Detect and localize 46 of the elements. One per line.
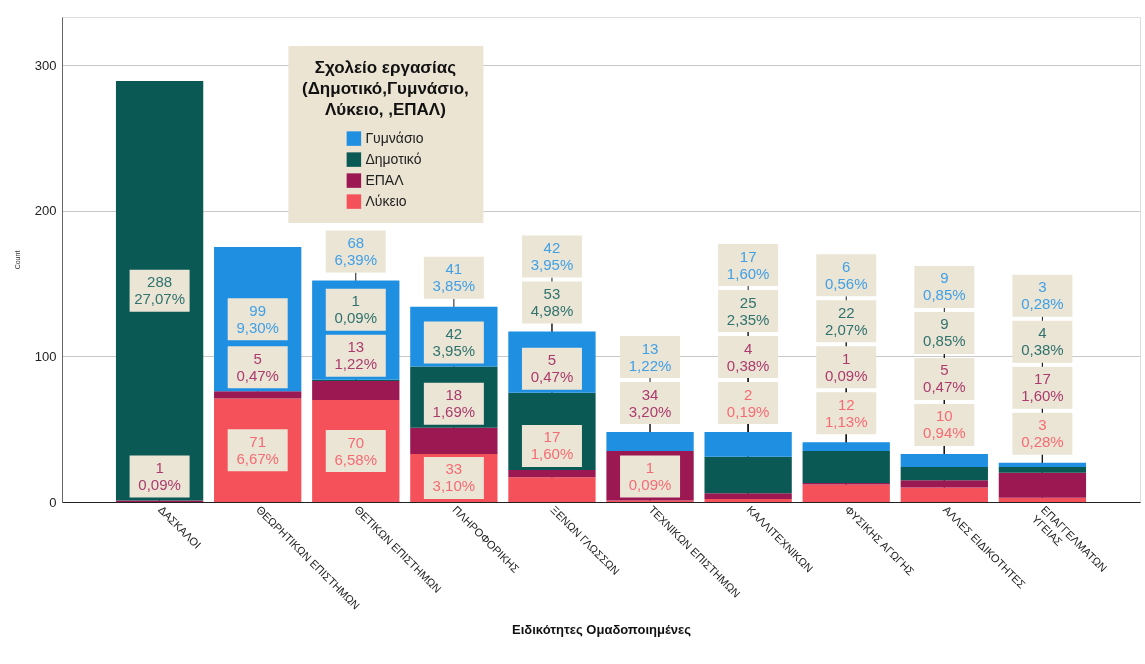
data-label: 13 1,22% (628, 339, 672, 374)
y-tick-label: 300 (34, 57, 57, 73)
data-label: 42 3,95% (530, 239, 574, 274)
data-label: 1 0,09% (824, 349, 868, 384)
y-tick-label: 0 (49, 494, 57, 510)
data-label: 18 1,69% (432, 386, 476, 421)
data-label: 3 0,28% (1021, 416, 1064, 451)
legend-label: Λύκειο (365, 192, 407, 209)
data-label: 5 0,47% (530, 351, 574, 386)
y-tick-label: 200 (34, 203, 57, 219)
data-label: 17 1,60% (1021, 370, 1064, 405)
data-label: 41 3,85% (432, 260, 476, 295)
data-label: 17 1,60% (530, 428, 574, 463)
data-label: 99 9,30% (236, 301, 279, 336)
data-label: 71 6,67% (236, 432, 279, 467)
legend-label: Γυμνάσιο (365, 129, 424, 146)
x-axis-title: Ειδικότητες Ομαδοποιημένες (512, 621, 692, 637)
data-label: 4 0,38% (1021, 324, 1064, 359)
data-label: 17 1,60% (726, 247, 770, 282)
data-label: 25 2,35% (726, 293, 770, 328)
legend-title: Σχολείο εργασίας (Δημοτικό,Γυμνάσιο, Λύκειο, ,ΕΠΑΛ) (301, 58, 469, 120)
data-label: 9 0,85% (923, 315, 966, 350)
data-label: 53 4,98% (530, 285, 574, 320)
data-label: 33 3,10% (432, 460, 476, 495)
data-label: 4 0,38% (726, 339, 770, 374)
data-label: 6 0,56% (824, 257, 868, 292)
data-label: 5 0,47% (236, 349, 279, 384)
data-label: 12 1,13% (824, 395, 868, 430)
data-label: 5 0,47% (923, 361, 966, 396)
data-label: 42 3,95% (432, 325, 476, 360)
data-label: 3 0,28% (1021, 278, 1064, 313)
data-label: 288 27,07% (134, 273, 186, 308)
y-tick-label: 100 (34, 348, 57, 364)
data-label: 9 0,85% (923, 269, 966, 304)
data-label: 1 0,09% (138, 459, 181, 494)
data-label: 1 0,09% (334, 292, 378, 327)
data-label: 13 1,22% (334, 338, 378, 373)
data-label: 70 6,58% (334, 433, 378, 468)
legend-label: ΕΠΑΛ (365, 171, 405, 188)
legend-label: Δημοτικό (365, 150, 422, 167)
data-label: 1 0,09% (628, 459, 672, 494)
data-label: 2 0,19% (726, 385, 770, 420)
data-label: 22 2,07% (824, 303, 868, 338)
data-label: 68 6,39% (334, 234, 378, 269)
data-label: 34 3,20% (628, 385, 672, 420)
data-label: 10 0,94% (923, 407, 966, 442)
